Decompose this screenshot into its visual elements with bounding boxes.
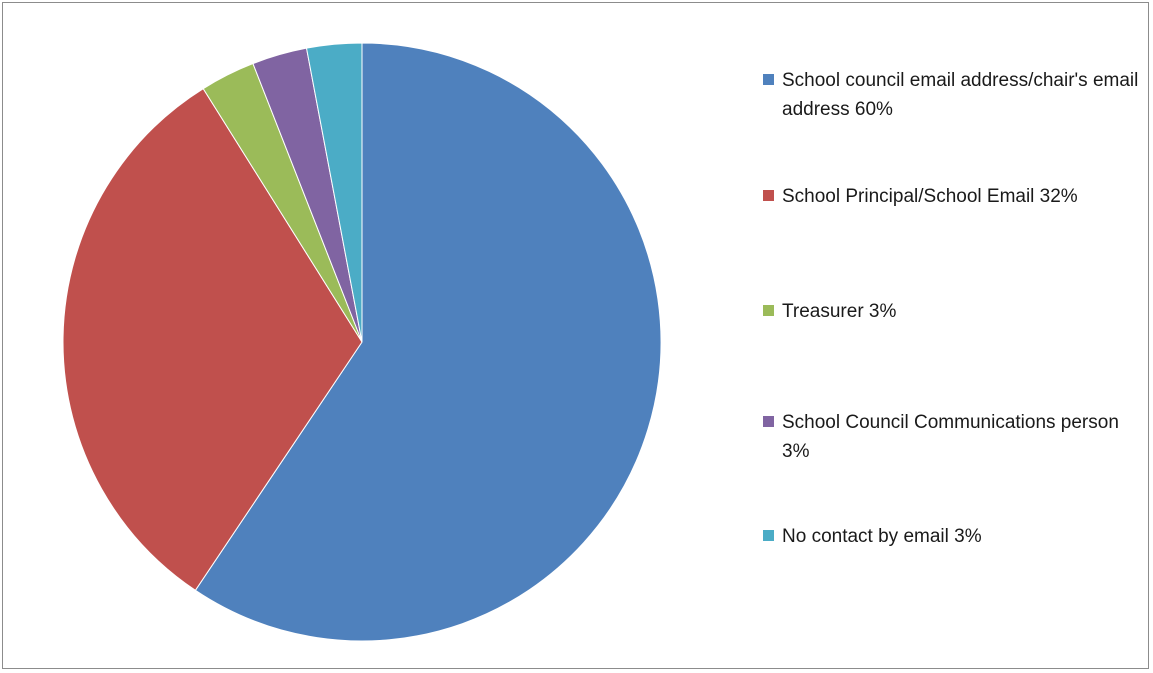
legend: School council email address/chair's ema… xyxy=(763,3,1143,663)
legend-item-treasurer: Treasurer 3% xyxy=(763,297,1142,326)
legend-label-school-principal: School Principal/School Email 32% xyxy=(782,186,1078,207)
legend-swatch-school-council-email xyxy=(763,74,774,85)
legend-item-school-principal: School Principal/School Email 32% xyxy=(763,182,1142,211)
legend-label-school-council-email: School council email address/chair's ema… xyxy=(782,70,1139,120)
legend-label-no-contact: No contact by email 3% xyxy=(782,526,982,547)
legend-swatch-no-contact xyxy=(763,530,774,541)
legend-swatch-treasurer xyxy=(763,305,774,316)
legend-swatch-communications-person xyxy=(763,416,774,427)
legend-label-treasurer: Treasurer 3% xyxy=(782,301,897,322)
legend-item-no-contact: No contact by email 3% xyxy=(763,522,1142,551)
legend-swatch-school-principal xyxy=(763,190,774,201)
legend-label-communications-person: School Council Communications person 3% xyxy=(782,412,1119,462)
legend-item-school-council-email: School council email address/chair's ema… xyxy=(763,66,1142,124)
pie-chart xyxy=(62,42,662,642)
pie-slice-school-principal xyxy=(62,87,363,591)
pie-slice-no-contact xyxy=(305,42,363,343)
pie-slice-school-council-email xyxy=(194,42,662,642)
legend-item-communications-person: School Council Communications person 3% xyxy=(763,408,1142,466)
